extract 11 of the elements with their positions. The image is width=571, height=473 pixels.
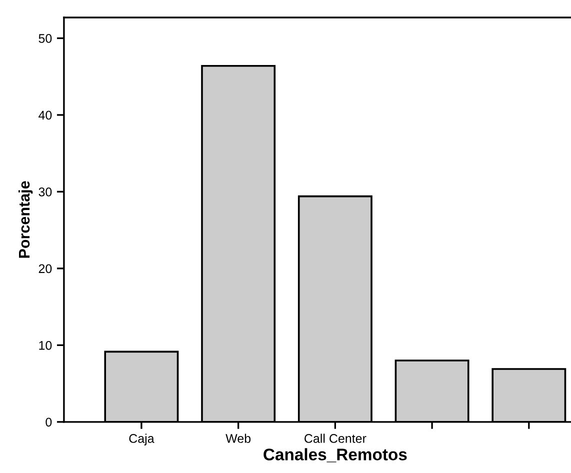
y-tick-label: 10 xyxy=(39,340,52,350)
y-tick-label: 0 xyxy=(46,418,52,427)
x-tick-label: Call Center xyxy=(304,434,366,443)
x-tick-label: Caja xyxy=(129,434,154,446)
y-axis-title: Porcentaje xyxy=(18,181,33,258)
y-tick-label: 20 xyxy=(38,264,52,274)
y-tick-label: 50 xyxy=(38,34,52,43)
x-axis-title: Canales_Remotos xyxy=(264,448,407,462)
x-tick-label: Web xyxy=(226,434,251,443)
y-tick-label: 30 xyxy=(38,188,52,196)
y-tick-label: 40 xyxy=(38,110,52,120)
